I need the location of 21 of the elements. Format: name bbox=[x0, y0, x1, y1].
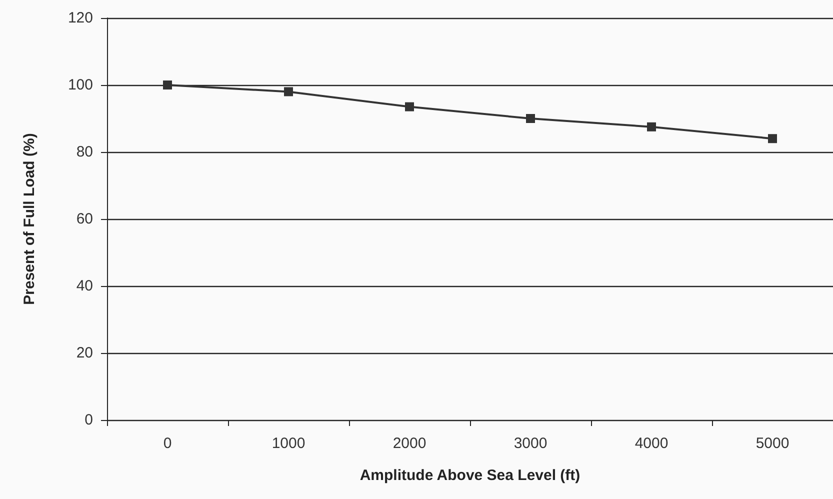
point bbox=[768, 134, 777, 144]
point bbox=[284, 87, 293, 96]
x-axis-title: Amplitude Above Sea Level (ft) bbox=[360, 467, 580, 484]
y-axis-title: Present of Full Load (%) bbox=[21, 133, 38, 305]
y-tick-label: 40 bbox=[76, 278, 93, 294]
y-tick-label: 120 bbox=[68, 10, 93, 26]
point bbox=[647, 122, 656, 132]
y-tick-label: 60 bbox=[76, 210, 93, 228]
x-tick-label: 3000 bbox=[514, 435, 548, 452]
x-tick-label: 5000 bbox=[756, 435, 790, 452]
x-tick-label: 0 bbox=[163, 435, 172, 452]
y-tick-label: 0 bbox=[84, 412, 93, 428]
point bbox=[405, 102, 414, 112]
y-tick-label: 100 bbox=[68, 76, 93, 94]
point bbox=[526, 114, 535, 123]
x-tick-label: 4000 bbox=[634, 435, 668, 452]
y-tick-label: 80 bbox=[76, 144, 93, 160]
y-tick-label: 20 bbox=[76, 344, 93, 362]
x-tick-label: 1000 bbox=[272, 435, 306, 452]
x-tick-label: 2000 bbox=[392, 435, 426, 452]
point bbox=[163, 80, 172, 90]
